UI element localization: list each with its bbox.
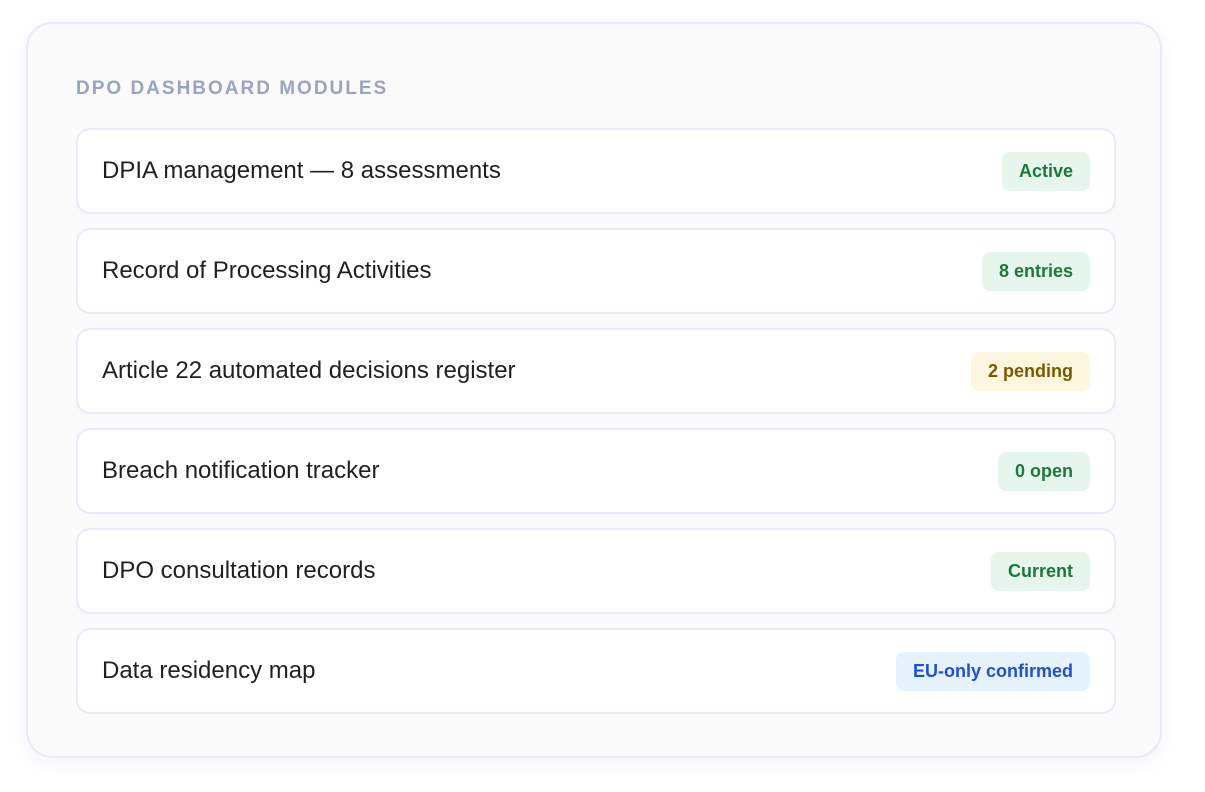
status-badge: 0 open — [997, 451, 1090, 491]
status-badge: EU-only confirmed — [895, 651, 1090, 691]
module-list: DPIA management — 8 assessments Active R… — [76, 128, 1116, 728]
status-badge: 8 entries — [981, 251, 1090, 291]
module-label: DPO consultation records — [102, 557, 376, 584]
module-row-residency[interactable]: Data residency map EU-only confirmed — [76, 628, 1116, 714]
module-label: Data residency map — [102, 657, 316, 684]
status-badge: 2 pending — [971, 351, 1090, 391]
status-badge: Current — [990, 551, 1090, 591]
module-label: DPIA management — 8 assessments — [102, 157, 501, 184]
module-row-breach[interactable]: Breach notification tracker 0 open — [76, 428, 1116, 514]
module-row-dpia[interactable]: DPIA management — 8 assessments Active — [76, 128, 1116, 214]
module-label: Record of Processing Activities — [102, 257, 432, 284]
dpo-modules-panel: DPO DASHBOARD MODULES DPIA management — … — [26, 22, 1162, 758]
module-row-article22[interactable]: Article 22 automated decisions register … — [76, 328, 1116, 414]
status-badge: Active — [1001, 151, 1090, 191]
module-row-ropa[interactable]: Record of Processing Activities 8 entrie… — [76, 228, 1116, 314]
module-label: Breach notification tracker — [102, 457, 380, 484]
module-label: Article 22 automated decisions register — [102, 357, 516, 384]
panel-title: DPO DASHBOARD MODULES — [76, 78, 389, 99]
module-row-consultation[interactable]: DPO consultation records Current — [76, 528, 1116, 614]
